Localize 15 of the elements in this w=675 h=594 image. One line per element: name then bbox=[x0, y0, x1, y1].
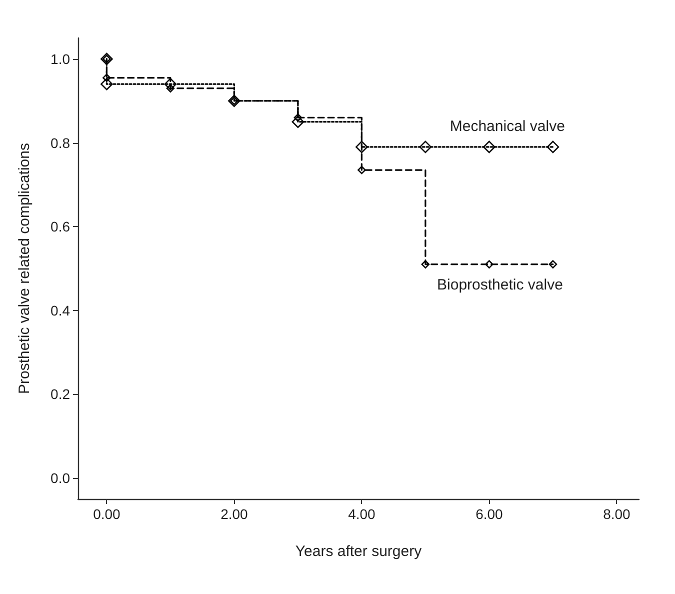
y-tick-label: 0.0 bbox=[50, 470, 70, 486]
x-axis-title: Years after surgery bbox=[295, 543, 422, 560]
series-label: Bioprosthetic valve bbox=[437, 276, 563, 294]
y-tick-label: 0.4 bbox=[50, 302, 70, 318]
x-tick-label: 6.00 bbox=[476, 506, 504, 522]
y-tick-label: 1.0 bbox=[50, 50, 70, 67]
y-axis-title: Prosthetic valve related complications bbox=[16, 143, 33, 394]
y-tick-label: 0.2 bbox=[50, 386, 70, 402]
x-tick-label: 4.00 bbox=[348, 506, 376, 522]
x-tick-label: 0.00 bbox=[93, 506, 121, 522]
series-label: Mechanical valve bbox=[450, 118, 565, 135]
x-tick-label: 8.00 bbox=[603, 506, 631, 522]
y-tick-label: 0.6 bbox=[50, 218, 70, 235]
x-tick-label: 2.00 bbox=[220, 506, 248, 522]
y-tick-label: 0.8 bbox=[50, 134, 70, 151]
